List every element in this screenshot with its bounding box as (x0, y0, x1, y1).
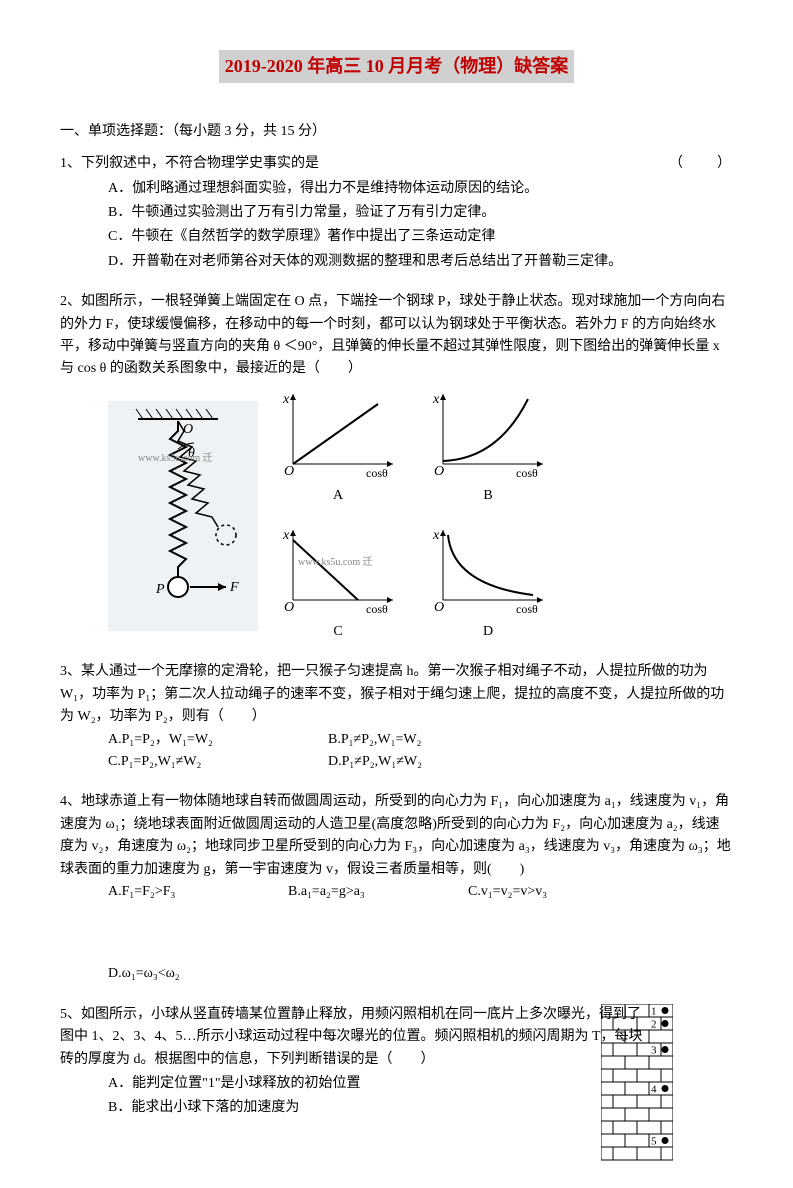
q1-opt-c: C．牛顿在《自然哲学的数学原理》著作中提出了三条运动定律 (108, 226, 733, 248)
q4-opt-b: B.a₁=a₂=g>a₃ (288, 881, 408, 903)
svg-text:2: 2 (651, 1018, 657, 1030)
title-wrap: 2019-2020 年高三 10 月月考（物理）缺答案 (60, 50, 733, 113)
graph-B-ylabel: x (432, 392, 440, 407)
graph-D-ylabel: x (432, 528, 440, 543)
spring-diagram: O P F θ www.ks5u.com 迁 (108, 401, 258, 631)
graph-C-label: C (333, 621, 342, 643)
svg-text:O: O (284, 600, 294, 615)
label-P: P (155, 582, 165, 597)
q2-figures: O P F θ www.ks5u.com 迁 (60, 389, 733, 644)
q5-options: A．能判定位置"1"是小球释放的初始位置 B．能求出小球下落的加速度为 (60, 1073, 643, 1120)
q3-opt-c: C.P₁=P₂,W₁≠W₂ (108, 751, 288, 773)
graph-B-xlabel: cosθ (516, 466, 538, 479)
graph-B-label: B (483, 485, 492, 507)
brick-wall-diagram: 12 3 4 5 (601, 1004, 673, 1174)
q5-opt-a: A．能判定位置"1"是小球释放的初始位置 (108, 1073, 643, 1095)
watermark-graphs: www.ks5u.com 迁 (298, 556, 373, 568)
q4-opt-c: C.v₁=v₂=v>v₃ (468, 881, 588, 903)
q3-stem: 3、某人通过一个无摩擦的定滑轮，把一只猴子匀速提高 h。第一次猴子相对绳子不动，… (60, 661, 733, 728)
graph-C-xlabel: cosθ (366, 602, 388, 615)
svg-text:O: O (434, 464, 444, 479)
q5-opt-b: B．能求出小球下落的加速度为 (108, 1097, 643, 1119)
q1-blank: （ ） (669, 153, 733, 175)
svg-text:3: 3 (651, 1044, 657, 1056)
graph-A-label: A (333, 485, 343, 507)
question-1: 1、下列叙述中，不符合物理学史事实的是 （ ） A．伽利略通过理想斜面实验，得出… (60, 153, 733, 273)
label-O: O (183, 422, 193, 437)
page-title: 2019-2020 年高三 10 月月考（物理）缺答案 (219, 50, 575, 83)
question-4: 4、地球赤道上有一物体随地球自转而做圆周运动，所受到的向心力为 F₁，向心加速度… (60, 791, 733, 985)
graph-D: x O cosθ D (428, 525, 548, 643)
q4-opt-a: A.F₁=F₂>F₃ (108, 881, 228, 903)
q1-opt-b: B．牛顿通过实验测出了万有引力常量，验证了万有引力定律。 (108, 202, 733, 224)
label-F: F (229, 580, 239, 595)
graph-A-xlabel: cosθ (366, 466, 388, 479)
q1-stem-row: 1、下列叙述中，不符合物理学史事实的是 （ ） (60, 153, 733, 175)
question-5: 5、如图所示，小球从竖直砖墙某位置静止释放，用频闪照相机在同一底片上多次曝光，得… (60, 1004, 733, 1120)
q1-opt-d: D．开普勒在对老师第谷对天体的观测数据的整理和思考后总结出了开普勒三定律。 (108, 251, 733, 273)
graph-D-xlabel: cosθ (516, 602, 538, 615)
question-2: 2、如图所示，一根轻弹簧上端固定在 O 点，下端拴一个钢球 P，球处于静止状态。… (60, 291, 733, 643)
q4-stem: 4、地球赤道上有一物体随地球自转而做圆周运动，所受到的向心力为 F₁，向心加速度… (60, 791, 733, 881)
svg-text:O: O (434, 600, 444, 615)
svg-text:5: 5 (651, 1135, 657, 1147)
q4-opt-d: D.ω₁=ω₃<ω₂ (108, 963, 228, 985)
q3-opt-a: A.P₁=P₂，W₁=W₂ (108, 729, 288, 751)
q3-options: A.P₁=P₂，W₁=W₂ B.P₁≠P₂,W₁=W₂ (60, 729, 733, 751)
graph-C-ylabel: x (282, 528, 290, 543)
graph-D-label: D (483, 621, 493, 643)
svg-text:1: 1 (651, 1005, 657, 1017)
q1-stem: 1、下列叙述中，不符合物理学史事实的是 (60, 156, 319, 171)
svg-text:O: O (284, 464, 294, 479)
q4-options: A.F₁=F₂>F₃ B.a₁=a₂=g>a₃ C.v₁=v₂=v>v₃ D.ω… (60, 881, 733, 986)
graph-C: x O cosθ www.ks5u.com 迁 C (278, 525, 398, 643)
svg-text:4: 4 (651, 1083, 657, 1095)
q2-graph-grid: x O cosθ A x O cosθ B (278, 389, 548, 644)
q3-opt-b: B.P₁≠P₂,W₁=W₂ (328, 729, 508, 751)
section-heading: 一、单项选择题：（每小题 3 分，共 15 分） (60, 121, 733, 143)
q1-options: A．伽利略通过理想斜面实验，得出力不是维持物体运动原因的结论。 B．牛顿通过实验… (60, 178, 733, 274)
graph-A-ylabel: x (282, 392, 290, 407)
question-3: 3、某人通过一个无摩擦的定滑轮，把一只猴子匀速提高 h。第一次猴子相对绳子不动，… (60, 661, 733, 773)
graph-B: x O cosθ B (428, 389, 548, 507)
q2-stem: 2、如图所示，一根轻弹簧上端固定在 O 点，下端拴一个钢球 P，球处于静止状态。… (60, 291, 733, 381)
watermark-diagram: www.ks5u.com 迁 (138, 452, 213, 464)
q3-options-2: C.P₁=P₂,W₁≠W₂ D.P₁≠P₂,W₁≠W₂ (60, 751, 733, 773)
q5-stem: 5、如图所示，小球从竖直砖墙某位置静止释放，用频闪照相机在同一底片上多次曝光，得… (60, 1004, 643, 1071)
q1-opt-a: A．伽利略通过理想斜面实验，得出力不是维持物体运动原因的结论。 (108, 178, 733, 200)
graph-A: x O cosθ A (278, 389, 398, 507)
q3-opt-d: D.P₁≠P₂,W₁≠W₂ (328, 751, 508, 773)
